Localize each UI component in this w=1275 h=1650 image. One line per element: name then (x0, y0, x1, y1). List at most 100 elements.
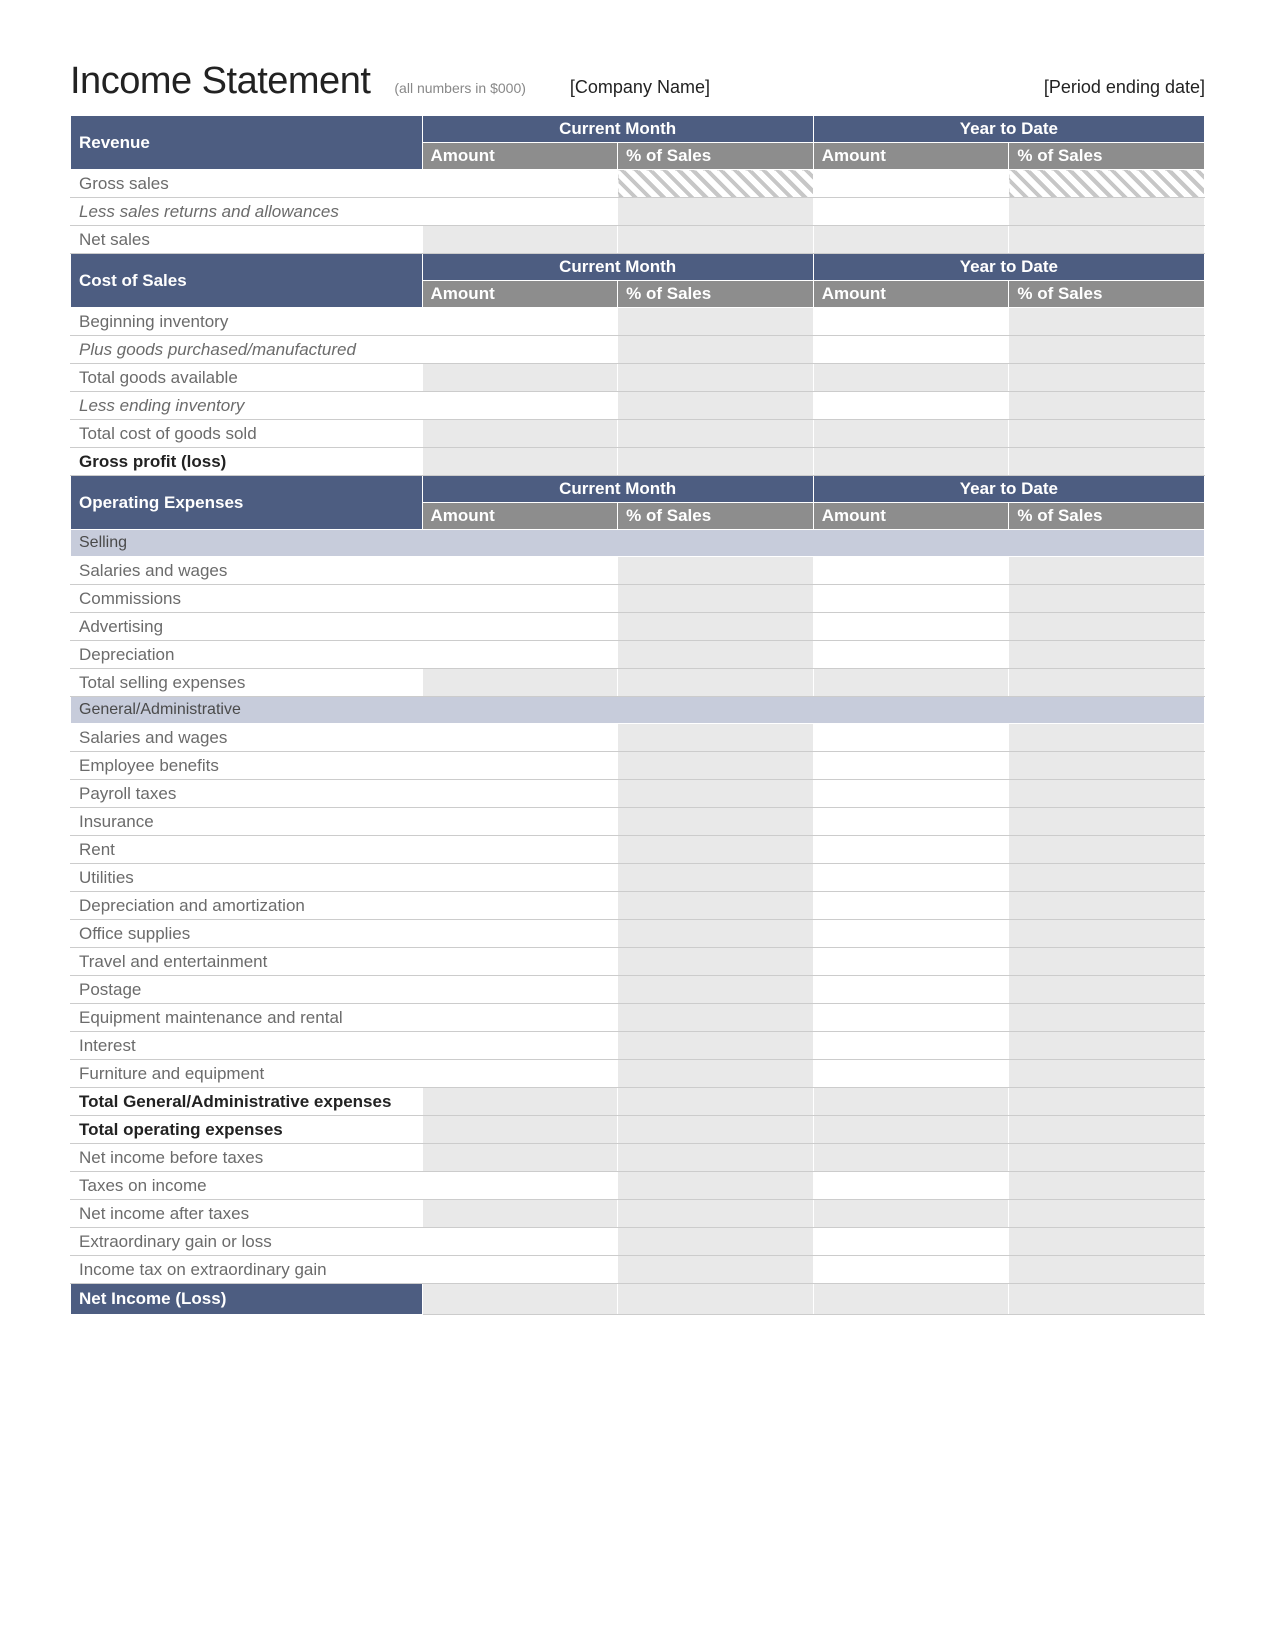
data-cell[interactable] (1009, 1200, 1205, 1228)
data-cell[interactable] (813, 226, 1009, 254)
data-cell[interactable] (422, 613, 618, 641)
data-cell[interactable] (1009, 1172, 1205, 1200)
data-cell[interactable] (422, 920, 618, 948)
data-cell[interactable] (618, 1256, 814, 1284)
data-cell[interactable] (618, 920, 814, 948)
data-cell[interactable] (618, 1032, 814, 1060)
data-cell[interactable] (813, 920, 1009, 948)
data-cell[interactable] (813, 308, 1009, 336)
data-cell[interactable] (1009, 920, 1205, 948)
data-cell[interactable] (813, 948, 1009, 976)
data-cell[interactable] (1009, 585, 1205, 613)
data-cell[interactable] (618, 585, 814, 613)
data-cell[interactable] (1009, 364, 1205, 392)
data-cell[interactable] (1009, 226, 1205, 254)
data-cell[interactable] (813, 724, 1009, 752)
data-cell[interactable] (422, 364, 618, 392)
data-cell[interactable] (618, 780, 814, 808)
data-cell[interactable] (813, 170, 1009, 198)
data-cell[interactable] (618, 724, 814, 752)
data-cell[interactable] (1009, 780, 1205, 808)
data-cell[interactable] (618, 1284, 814, 1315)
data-cell[interactable] (1009, 1228, 1205, 1256)
data-cell[interactable] (422, 308, 618, 336)
data-cell[interactable] (618, 948, 814, 976)
data-cell[interactable] (813, 1004, 1009, 1032)
data-cell[interactable] (813, 364, 1009, 392)
data-cell[interactable] (1009, 1116, 1205, 1144)
data-cell[interactable] (813, 198, 1009, 226)
data-cell[interactable] (1009, 864, 1205, 892)
data-cell[interactable] (618, 1060, 814, 1088)
data-cell[interactable] (813, 1284, 1009, 1315)
data-cell[interactable] (618, 752, 814, 780)
data-cell[interactable] (618, 198, 814, 226)
data-cell[interactable] (1009, 1004, 1205, 1032)
data-cell[interactable] (1009, 892, 1205, 920)
data-cell[interactable] (618, 336, 814, 364)
data-cell[interactable] (618, 808, 814, 836)
data-cell[interactable] (813, 1088, 1009, 1116)
data-cell[interactable] (1009, 613, 1205, 641)
data-cell[interactable] (1009, 392, 1205, 420)
data-cell[interactable] (422, 641, 618, 669)
data-cell[interactable] (813, 864, 1009, 892)
data-cell[interactable] (618, 976, 814, 1004)
data-cell[interactable] (422, 1032, 618, 1060)
data-cell[interactable] (813, 1116, 1009, 1144)
data-cell[interactable] (618, 1172, 814, 1200)
data-cell[interactable] (813, 613, 1009, 641)
data-cell[interactable] (1009, 976, 1205, 1004)
data-cell[interactable] (422, 420, 618, 448)
data-cell[interactable] (813, 836, 1009, 864)
data-cell[interactable] (422, 948, 618, 976)
data-cell[interactable] (422, 892, 618, 920)
data-cell[interactable] (1009, 1144, 1205, 1172)
data-cell[interactable] (1009, 336, 1205, 364)
data-cell[interactable] (1009, 669, 1205, 697)
data-cell[interactable] (813, 1144, 1009, 1172)
data-cell[interactable] (618, 641, 814, 669)
data-cell[interactable] (813, 780, 1009, 808)
data-cell[interactable] (813, 1228, 1009, 1256)
data-cell[interactable] (1009, 1088, 1205, 1116)
data-cell[interactable] (422, 226, 618, 254)
data-cell[interactable] (813, 976, 1009, 1004)
data-cell[interactable] (1009, 1032, 1205, 1060)
data-cell[interactable] (813, 892, 1009, 920)
data-cell[interactable] (618, 308, 814, 336)
data-cell[interactable] (618, 836, 814, 864)
data-cell[interactable] (813, 808, 1009, 836)
data-cell[interactable] (813, 669, 1009, 697)
data-cell[interactable] (813, 585, 1009, 613)
data-cell[interactable] (618, 1004, 814, 1032)
data-cell[interactable] (813, 1060, 1009, 1088)
data-cell[interactable] (1009, 641, 1205, 669)
data-cell[interactable] (422, 557, 618, 585)
data-cell[interactable] (618, 669, 814, 697)
data-cell[interactable] (422, 392, 618, 420)
data-cell[interactable] (422, 1088, 618, 1116)
data-cell[interactable] (618, 1088, 814, 1116)
data-cell[interactable] (1009, 836, 1205, 864)
data-cell[interactable] (1009, 1060, 1205, 1088)
data-cell[interactable] (1009, 448, 1205, 476)
data-cell[interactable] (422, 1284, 618, 1315)
data-cell[interactable] (618, 226, 814, 254)
data-cell[interactable] (618, 170, 814, 198)
data-cell[interactable] (422, 724, 618, 752)
data-cell[interactable] (813, 752, 1009, 780)
data-cell[interactable] (813, 448, 1009, 476)
data-cell[interactable] (618, 613, 814, 641)
data-cell[interactable] (813, 1200, 1009, 1228)
data-cell[interactable] (1009, 170, 1205, 198)
data-cell[interactable] (422, 1060, 618, 1088)
data-cell[interactable] (422, 752, 618, 780)
data-cell[interactable] (422, 808, 618, 836)
data-cell[interactable] (813, 1256, 1009, 1284)
data-cell[interactable] (422, 1144, 618, 1172)
data-cell[interactable] (618, 448, 814, 476)
data-cell[interactable] (422, 780, 618, 808)
data-cell[interactable] (618, 1144, 814, 1172)
data-cell[interactable] (422, 1256, 618, 1284)
